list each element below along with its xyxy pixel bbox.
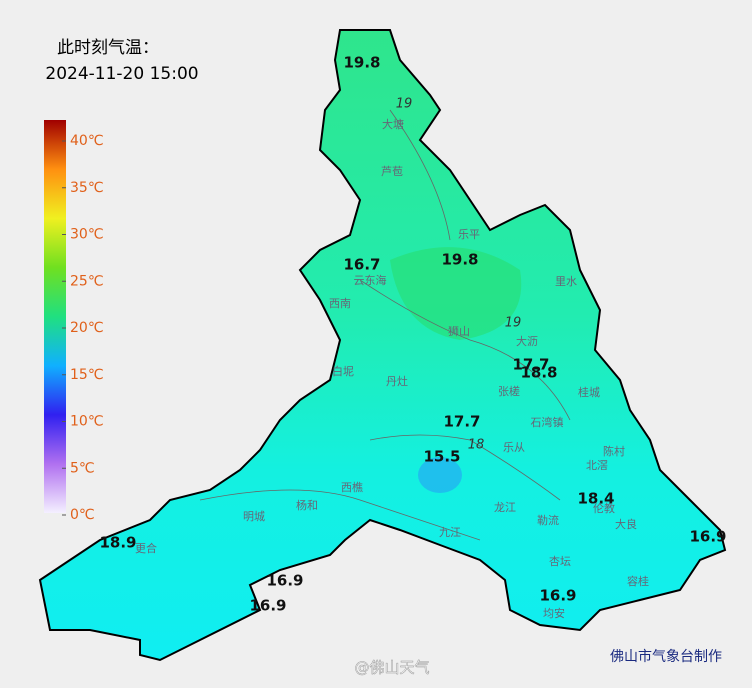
place-name: 均安 <box>543 606 565 620</box>
tick-label: 5℃ <box>70 460 95 476</box>
station-value: 16.7 <box>343 256 380 274</box>
colorbar <box>44 120 66 513</box>
place-name: 北滘 <box>586 459 608 472</box>
place-name: 白坭 <box>332 364 354 378</box>
tick-label: 30℃ <box>70 227 104 243</box>
place-name: 勒流 <box>537 513 559 527</box>
place-name: 西樵 <box>341 480 363 494</box>
place-name: 杨和 <box>296 498 318 512</box>
place-name: 容桂 <box>627 574 649 588</box>
tick-label: 0℃ <box>70 507 95 523</box>
place-name: 乐从 <box>503 441 525 454</box>
place-name: 丹灶 <box>386 375 408 388</box>
place-name: 芦苞 <box>381 164 403 178</box>
station-value: 18.8 <box>520 364 557 382</box>
isoline-label: 19 <box>396 97 413 112</box>
tick-label: 40℃ <box>70 133 104 149</box>
station-value: 18.9 <box>99 534 136 552</box>
station-value: 15.5 <box>423 448 460 466</box>
tick-label: 35℃ <box>70 180 104 196</box>
place-name: 龙江 <box>494 501 516 514</box>
tick-label: 20℃ <box>70 320 104 336</box>
station-value: 19.8 <box>441 251 478 269</box>
tick-label: 10℃ <box>70 414 104 430</box>
tick-label: 15℃ <box>70 367 104 383</box>
station-value: 16.9 <box>249 597 286 615</box>
watermark: @佛山天气 <box>354 659 429 677</box>
isoline-label: 19 <box>505 316 522 331</box>
place-name: 陈村 <box>603 444 625 458</box>
map-outline <box>38 29 727 662</box>
credit: 佛山市气象台制作 <box>610 648 722 665</box>
place-name: 伦教 <box>593 501 615 515</box>
place-name: 大沥 <box>516 334 538 348</box>
station-value: 16.9 <box>539 587 576 605</box>
place-name: 杏坛 <box>549 555 571 568</box>
place-name: 更合 <box>135 541 157 555</box>
boundary <box>199 109 571 541</box>
place-name: 九江 <box>439 526 461 539</box>
tick-label: 25℃ <box>70 273 104 289</box>
place-name: 大塘 <box>382 117 404 131</box>
place-name: 狮山 <box>448 325 470 338</box>
station-value: 19.8 <box>343 54 380 72</box>
isoline-label: 18 <box>468 438 485 453</box>
station-value: 18.4 <box>577 490 614 508</box>
place-name: 西南 <box>329 297 351 310</box>
place-name: 大良 <box>615 517 637 531</box>
place-name: 石湾镇 <box>531 415 564 429</box>
title: 此时刻气温： <box>57 38 159 58</box>
cool-area <box>418 457 462 493</box>
warm-area <box>390 247 522 340</box>
place-name: 明城 <box>243 510 265 523</box>
place-name: 里水 <box>555 275 577 288</box>
place-name: 张槎 <box>498 384 520 398</box>
station-value: 16.9 <box>266 572 303 590</box>
time: 2024-11-20 15:00 <box>45 64 198 84</box>
place-name: 乐平 <box>458 228 480 241</box>
station-value: 17.7 <box>443 413 480 431</box>
place-name: 桂城 <box>578 385 600 399</box>
station-value: 17.7 <box>512 356 549 374</box>
station-value: 16.9 <box>689 528 726 546</box>
place-name: 云东海 <box>354 273 387 287</box>
